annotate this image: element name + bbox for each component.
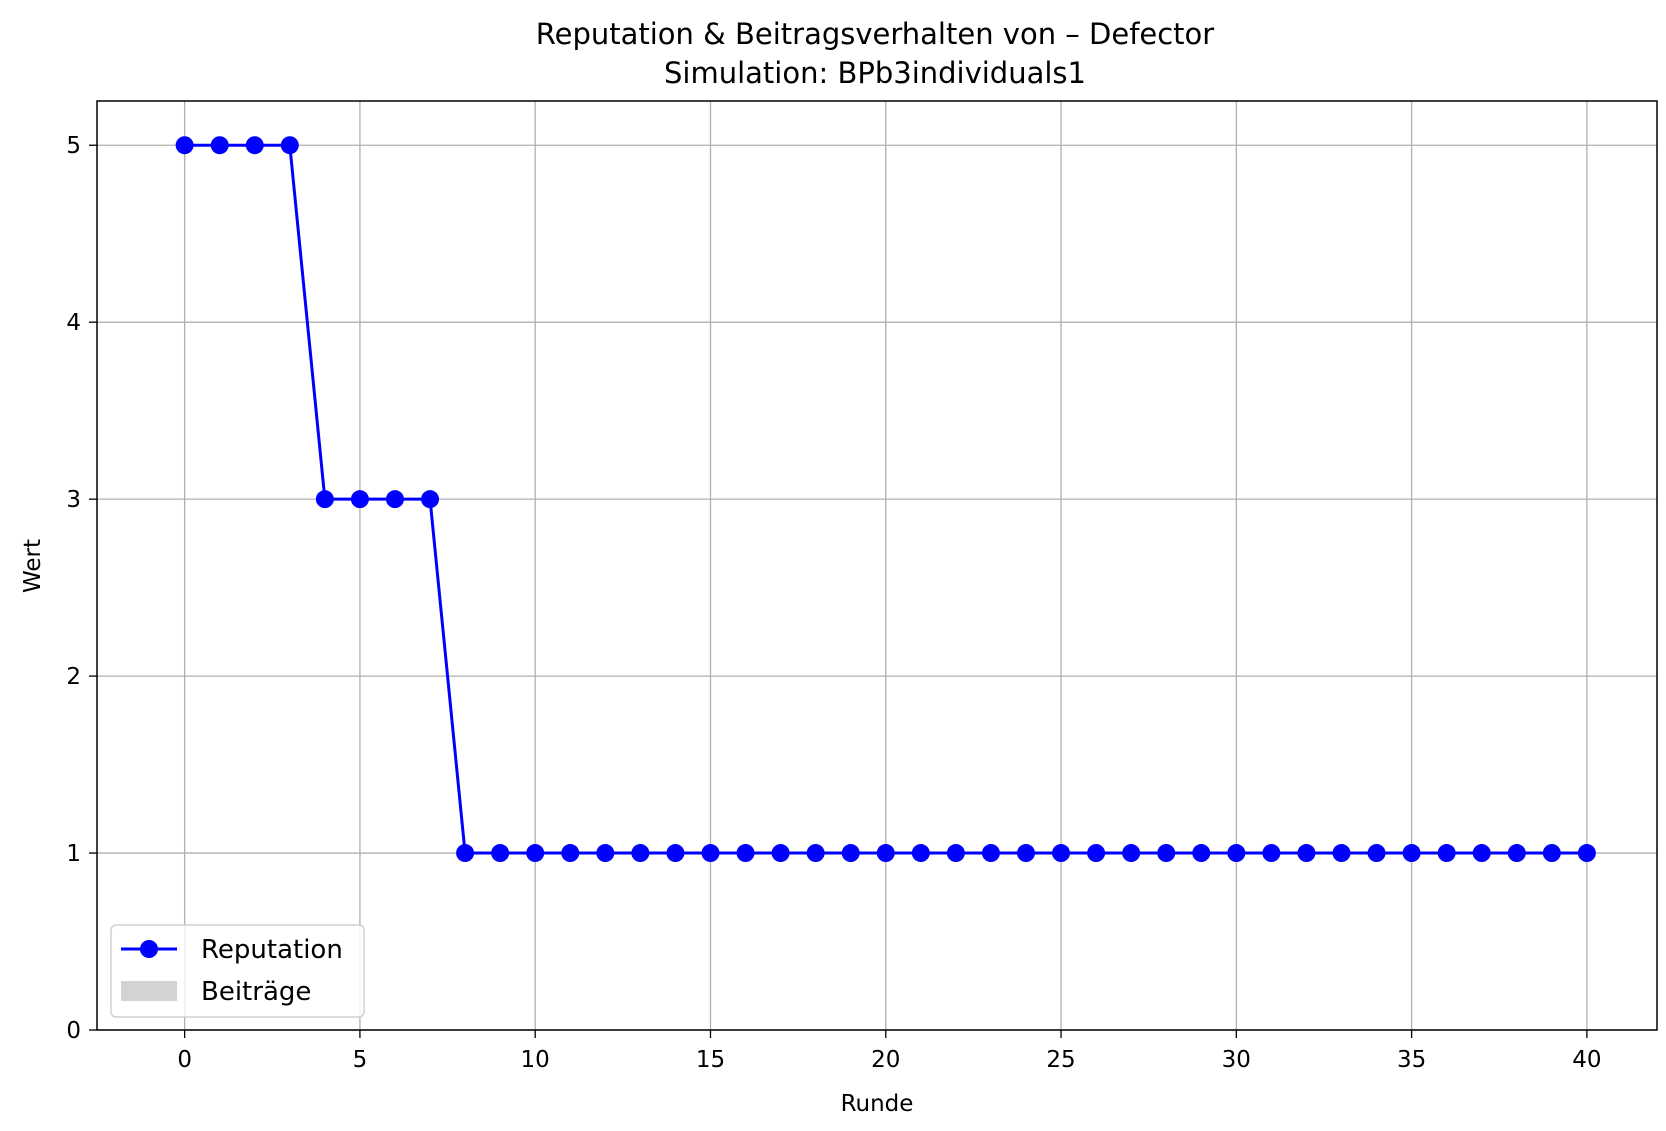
reputation-point	[1507, 844, 1526, 863]
y-tick-label: 0	[66, 1018, 81, 1044]
reputation-point	[1472, 844, 1491, 863]
reputation-point	[596, 844, 615, 863]
reputation-point	[1052, 844, 1071, 863]
x-tick-label: 10	[521, 1047, 550, 1073]
reputation-point	[350, 490, 369, 509]
reputation-point	[1016, 844, 1035, 863]
reputation-point	[1367, 844, 1386, 863]
x-tick-label: 20	[871, 1047, 900, 1073]
y-tick-label: 5	[66, 133, 81, 159]
y-axis-label: Wert	[20, 539, 46, 593]
legend-reputation-marker	[140, 940, 158, 958]
reputation-point	[701, 844, 720, 863]
reputation-point	[1332, 844, 1351, 863]
reputation-point	[1122, 844, 1141, 863]
x-axis-label: Runde	[841, 1091, 914, 1117]
x-tick-label: 35	[1397, 1047, 1426, 1073]
legend-beitraege-label: Beiträge	[201, 977, 311, 1007]
reputation-point	[421, 490, 440, 509]
reputation-point	[1227, 844, 1246, 863]
reputation-point	[1262, 844, 1281, 863]
x-tick-label: 25	[1046, 1047, 1075, 1073]
y-tick-label: 1	[66, 841, 81, 867]
chart-title: Reputation & Beitragsverhalten von – Def…	[536, 17, 1215, 51]
reputation-point	[1542, 844, 1561, 863]
reputation-point	[280, 136, 299, 155]
x-tick-label: 0	[177, 1047, 192, 1073]
y-tick-label: 4	[66, 310, 81, 336]
reputation-point	[210, 136, 229, 155]
reputation-point	[981, 844, 1000, 863]
reputation-point	[561, 844, 580, 863]
reputation-point	[315, 490, 334, 509]
ticks: 0 5 10 15 20 25 30 35 40 0 1 2 3 4 5	[66, 133, 1601, 1073]
y-tick-label: 3	[66, 487, 81, 513]
reputation-point	[1192, 844, 1211, 863]
reputation-point	[526, 844, 545, 863]
reputation-point	[456, 844, 475, 863]
y-tick-label: 2	[66, 664, 81, 690]
x-tick-label: 5	[353, 1047, 368, 1073]
reputation-point	[1577, 844, 1596, 863]
reputation-point	[771, 844, 790, 863]
reputation-point	[806, 844, 825, 863]
reputation-point	[631, 844, 650, 863]
reputation-point	[841, 844, 860, 863]
reputation-point	[245, 136, 264, 155]
chart-subtitle: Simulation: BPb3individuals1	[664, 56, 1086, 90]
x-tick-label: 15	[696, 1047, 725, 1073]
reputation-point	[1297, 844, 1316, 863]
legend-beitraege-swatch	[121, 981, 177, 1001]
reputation-point	[385, 490, 404, 509]
reputation-point	[736, 844, 755, 863]
x-tick-label: 40	[1572, 1047, 1601, 1073]
reputation-point	[911, 844, 930, 863]
reputation-point	[491, 844, 510, 863]
reputation-point	[1087, 844, 1106, 863]
plot-frame	[96, 100, 1658, 1031]
legend-reputation-label: Reputation	[201, 935, 343, 965]
reputation-point	[1157, 844, 1176, 863]
reputation-point	[666, 844, 685, 863]
reputation-point	[946, 844, 965, 863]
x-tick-label: 30	[1222, 1047, 1251, 1073]
reputation-point	[1402, 844, 1421, 863]
reputation-point	[175, 136, 194, 155]
reputation-point	[876, 844, 895, 863]
legend: Reputation Beiträge	[110, 924, 365, 1018]
reputation-point	[1437, 844, 1456, 863]
series-layer	[175, 136, 1596, 863]
